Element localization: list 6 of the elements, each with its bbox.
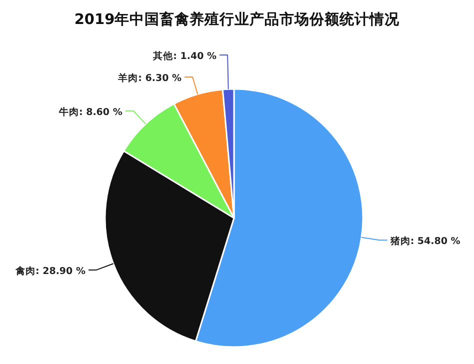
slice-label: 羊肉: 6.30 %	[117, 72, 182, 84]
slice-label: 禽肉: 28.90 %	[14, 264, 86, 277]
slice-label: 牛肉: 8.60 %	[58, 106, 123, 118]
slice-label: 猪肉: 54.80 %	[389, 235, 461, 248]
chart-title: 2019年中国畜禽养殖行业产品市场份额统计情况	[74, 10, 401, 28]
slice-label: 其他: 1.40 %	[152, 50, 218, 62]
